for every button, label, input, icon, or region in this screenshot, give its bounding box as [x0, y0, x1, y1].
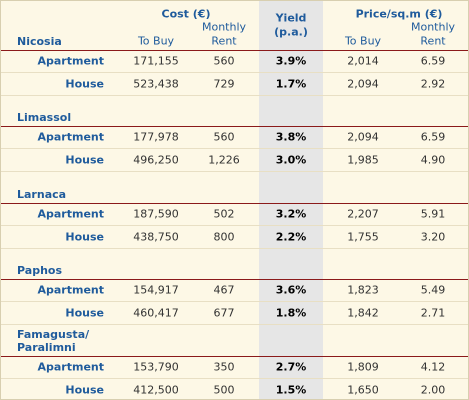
cell: 502 [213, 207, 235, 221]
cell: 4.12 [420, 360, 446, 374]
cell: 467 [213, 283, 235, 297]
cell: 3.0% [275, 153, 307, 166]
cell: 496,250 [133, 153, 179, 166]
cell: 523,438 [133, 77, 179, 90]
cell: 4.90 [420, 153, 446, 166]
row-type: House [65, 153, 104, 166]
row-type: House [65, 77, 104, 90]
row-type: House [65, 383, 104, 396]
cell: 438,750 [133, 230, 179, 243]
cell: 800 [213, 230, 235, 243]
region-rule [1, 356, 468, 357]
cell: 153,790 [133, 360, 179, 374]
cell: 2.7% [275, 360, 307, 374]
row-type: House [65, 306, 104, 319]
cost-header: Cost (€) [161, 7, 211, 21]
region-rule [1, 50, 468, 51]
row-rule [1, 225, 468, 226]
region-name: Paphos [17, 264, 62, 277]
region-rule [1, 203, 468, 204]
cell: 3.8% [275, 130, 307, 144]
sub-header: To Buy [344, 34, 382, 48]
cell: 460,417 [133, 306, 179, 319]
row-type: Apartment [37, 360, 104, 374]
region-rule [1, 279, 468, 280]
cell: 1,650 [347, 383, 379, 396]
cell: 2,094 [347, 130, 379, 144]
cell: 5.91 [420, 207, 446, 221]
cell: 560 [213, 130, 235, 144]
cell: 3.9% [275, 54, 307, 68]
cell: 677 [213, 306, 235, 319]
region-name: Larnaca [17, 188, 67, 201]
cell: 5.49 [420, 283, 446, 297]
cell: 2.00 [420, 383, 446, 396]
region-rule [1, 126, 468, 127]
row-type: Apartment [37, 54, 104, 68]
cell: 3.6% [275, 283, 307, 297]
cell: 560 [213, 54, 235, 68]
cell: 171,155 [133, 54, 179, 68]
cell: 187,590 [133, 207, 179, 221]
cell: 2,207 [347, 207, 379, 221]
row-rule [1, 301, 468, 302]
cell: 2.71 [420, 306, 446, 319]
row-rule [1, 170, 468, 172]
cell: 1,755 [347, 230, 379, 243]
cell: 412,500 [133, 383, 179, 396]
cell: 1,985 [347, 153, 379, 166]
row-type: Apartment [37, 283, 104, 297]
row-rule [1, 247, 468, 249]
row-rule [1, 323, 468, 325]
yield-column [259, 1, 323, 399]
cell: 1,842 [347, 306, 379, 319]
cell: 2,094 [347, 77, 379, 90]
row-rule [1, 72, 468, 73]
region-name: Limassol [17, 111, 72, 124]
region-name: Nicosia [17, 35, 62, 48]
yield-header: Yield [275, 11, 307, 25]
cell: 6.59 [420, 130, 446, 144]
row-type: Apartment [37, 130, 104, 144]
row-rule [1, 148, 468, 149]
cell: 1.8% [275, 306, 307, 319]
cell: 2.2% [275, 230, 307, 243]
sub-header: Monthly [201, 20, 247, 34]
row-rule [1, 94, 468, 96]
yield-header: (p.a.) [274, 25, 308, 39]
row-rule [1, 378, 468, 379]
cell: 1,809 [347, 360, 379, 374]
cell: 6.59 [420, 54, 446, 68]
sub-header: Rent [420, 34, 446, 48]
cell: 729 [213, 77, 235, 90]
cell: 177,978 [133, 130, 179, 144]
cell: 1,226 [208, 153, 240, 166]
sub-header: To Buy [137, 34, 175, 48]
cell: 3.20 [420, 230, 446, 243]
cell: 3.2% [275, 207, 307, 221]
cell: 1.5% [275, 383, 307, 396]
cell: 2.92 [420, 77, 446, 90]
sub-header: Rent [211, 34, 237, 48]
cell: 2,014 [347, 54, 379, 68]
cell: 500 [213, 383, 235, 396]
cell: 154,917 [133, 283, 179, 297]
cell: 350 [213, 360, 235, 374]
row-type: House [65, 230, 104, 243]
sub-header: Monthly [410, 20, 456, 34]
region-name: Famagusta/ Paralimni [17, 328, 90, 354]
row-type: Apartment [37, 207, 104, 221]
price-header: Price/sq.m (€) [355, 7, 443, 21]
cell: 1.7% [275, 77, 307, 90]
cell: 1,823 [347, 283, 379, 297]
